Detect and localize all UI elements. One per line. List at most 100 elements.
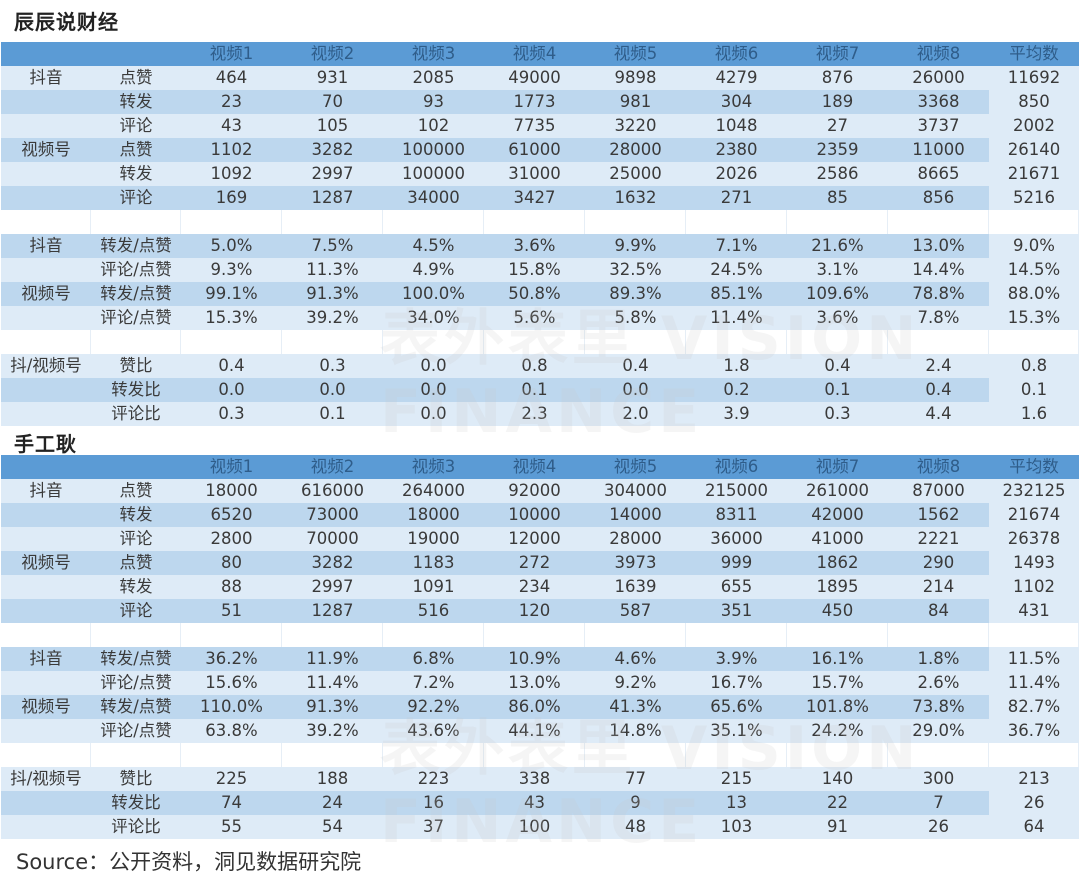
table-row: 视频号 转发/点赞 99.1% 91.3% 100.0% 50.8% 89.3% 85.1% 1… <box>1 282 1079 306</box>
empty-cell <box>91 210 181 234</box>
value-cell: 1862 <box>787 551 888 575</box>
platform-label: 抖音 <box>1 66 91 90</box>
value-cell: 999 <box>686 551 787 575</box>
value-cell: 1287 <box>282 186 383 210</box>
average-cell: 26 <box>989 791 1079 815</box>
empty-cell <box>888 743 989 767</box>
value-cell: 55 <box>181 815 282 839</box>
average-cell: 1493 <box>989 551 1079 575</box>
platform-label <box>1 402 91 426</box>
value-cell: 1562 <box>888 503 989 527</box>
average-cell: 36.7% <box>989 719 1079 743</box>
value-cell: 43.6% <box>383 719 484 743</box>
value-cell: 24.2% <box>787 719 888 743</box>
empty-cell <box>181 210 282 234</box>
value-cell: 7.8% <box>888 306 989 330</box>
value-cell: 92000 <box>484 479 585 503</box>
table-row: 抖音 点赞 464 931 2085 49000 9898 4279 876 26000 11692 <box>1 66 1079 90</box>
column-header: 视频5 <box>613 457 658 476</box>
value-cell: 464 <box>181 66 282 90</box>
average-cell: 213 <box>989 767 1079 791</box>
value-cell: 0.4 <box>585 354 686 378</box>
platform-label: 抖音 <box>1 647 91 671</box>
average-cell: 2002 <box>989 114 1079 138</box>
average-cell: 88.0% <box>989 282 1079 306</box>
metric-label: 转发/点赞 <box>91 647 181 671</box>
value-cell: 51 <box>181 599 282 623</box>
column-header: 平均数 <box>1009 44 1059 63</box>
value-cell: 43 <box>181 114 282 138</box>
value-cell: 1632 <box>585 186 686 210</box>
value-cell: 1.8 <box>686 354 787 378</box>
value-cell: 19000 <box>383 527 484 551</box>
value-cell: 77 <box>585 767 686 791</box>
value-cell: 93 <box>383 90 484 114</box>
value-cell: 34.0% <box>383 306 484 330</box>
value-cell: 3427 <box>484 186 585 210</box>
value-cell: 34000 <box>383 186 484 210</box>
value-cell: 11.4% <box>686 306 787 330</box>
empty-cell <box>383 623 484 647</box>
metric-label: 转发 <box>91 162 181 186</box>
metric-label: 转发比 <box>91 378 181 402</box>
empty-cell <box>282 623 383 647</box>
value-cell: 28000 <box>585 527 686 551</box>
empty-cell <box>888 330 989 354</box>
table-row: 视频号 点赞 1102 3282 100000 61000 28000 2380 2359 110… <box>1 138 1079 162</box>
column-header: 平均数 <box>1009 457 1059 476</box>
value-cell: 0.1 <box>787 378 888 402</box>
value-cell: 15.8% <box>484 258 585 282</box>
table-row: 抖音 转发/点赞 5.0% 7.5% 4.5% 3.6% 9.9% 7.1% 21.6% 13.0… <box>1 234 1079 258</box>
metric-label: 点赞 <box>91 66 181 90</box>
value-cell: 2085 <box>383 66 484 90</box>
spacer-row <box>1 330 1079 354</box>
column-header: 视频7 <box>815 457 860 476</box>
value-cell: 3282 <box>282 551 383 575</box>
metric-label: 转发/点赞 <box>91 695 181 719</box>
value-cell: 39.2% <box>282 306 383 330</box>
metric-label: 赞比 <box>91 354 181 378</box>
average-cell: 11.4% <box>989 671 1079 695</box>
platform-label <box>1 90 91 114</box>
value-cell: 225 <box>181 767 282 791</box>
value-cell: 11.9% <box>282 647 383 671</box>
value-cell: 65.6% <box>686 695 787 719</box>
block-title-1: 辰辰说财经 <box>14 10 119 34</box>
column-header: 视频3 <box>411 457 456 476</box>
value-cell: 1102 <box>181 138 282 162</box>
value-cell: 85.1% <box>686 282 787 306</box>
value-cell: 92.2% <box>383 695 484 719</box>
platform-label <box>1 575 91 599</box>
value-cell: 26000 <box>888 66 989 90</box>
metric-label: 转发/点赞 <box>91 282 181 306</box>
value-cell: 9.2% <box>585 671 686 695</box>
empty-cell <box>181 330 282 354</box>
empty-cell <box>181 743 282 767</box>
value-cell: 1092 <box>181 162 282 186</box>
value-cell: 44.1% <box>484 719 585 743</box>
metric-label: 评论 <box>91 114 181 138</box>
metric-label: 点赞 <box>91 479 181 503</box>
value-cell: 31000 <box>484 162 585 186</box>
table-row: 评论/点赞 63.8% 39.2% 43.6% 44.1% 14.8% 35.1% 24.2%… <box>1 719 1079 743</box>
metric-label: 评论/点赞 <box>91 719 181 743</box>
value-cell: 4.6% <box>585 647 686 671</box>
value-cell: 290 <box>888 551 989 575</box>
platform-label <box>1 114 91 138</box>
table-row: 转发比 74 24 16 43 9 13 22 7 26 <box>1 791 1079 815</box>
value-cell: 188 <box>282 767 383 791</box>
value-cell: 3.9% <box>686 647 787 671</box>
table-row: 评论 169 1287 34000 3427 1632 271 85 856 5216 <box>1 186 1079 210</box>
value-cell: 1.8% <box>888 647 989 671</box>
average-cell: 15.3% <box>989 306 1079 330</box>
value-cell: 41000 <box>787 527 888 551</box>
table-row: 转发 23 70 93 1773 981 304 189 3368 850 <box>1 90 1079 114</box>
value-cell: 2.4 <box>888 354 989 378</box>
value-cell: 0.4 <box>181 354 282 378</box>
value-cell: 85 <box>787 186 888 210</box>
value-cell: 18000 <box>181 479 282 503</box>
empty-cell <box>686 623 787 647</box>
value-cell: 338 <box>484 767 585 791</box>
empty-cell <box>686 743 787 767</box>
platform-label <box>1 815 91 839</box>
